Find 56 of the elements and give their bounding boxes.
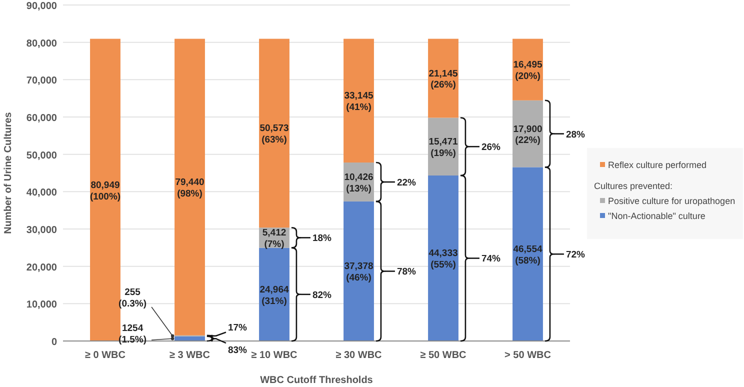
annotation: 22% — [396, 177, 417, 188]
data-label: 17,900 (22%) — [513, 124, 542, 146]
x-tick-label: > 50 WBC — [504, 350, 551, 361]
y-tick-label: 90,000 — [26, 1, 58, 12]
x-tick-label: ≥ 0 WBC — [85, 350, 126, 361]
y-axis-title: Number of Urine Cultures — [3, 112, 14, 234]
bar — [344, 201, 374, 341]
x-axis-title: WBC Cutoff Thresholds — [260, 375, 374, 386]
x-tick-label: ≥ 30 WBC — [336, 350, 382, 361]
x-tick-label: ≥ 50 WBC — [420, 350, 466, 361]
text: 83% — [228, 345, 248, 356]
annotation: 74% — [481, 254, 502, 265]
annotation: 17% — [228, 322, 248, 334]
legend-label: Positive culture for uropathogen — [608, 196, 736, 206]
annotation: 18% — [312, 233, 332, 244]
annotation: 72% — [566, 250, 586, 261]
x-tick-label: ≥ 10 WBC — [251, 350, 298, 361]
annotation: 82% — [312, 290, 332, 301]
y-tick-label: 20,000 — [26, 262, 58, 274]
data-label: 24,964 (31%) — [260, 284, 290, 307]
y-tick-label: 60,000 — [26, 113, 58, 124]
bar — [174, 38, 205, 336]
data-label: 21,145 (26%) — [428, 68, 458, 91]
y-tick-label: 80,000 — [26, 38, 58, 50]
bar — [428, 175, 458, 341]
y-tick-label: 70,000 — [26, 76, 58, 87]
data-label: 37,378 (46%) — [344, 261, 374, 284]
data-label: 79,440 (98%) — [175, 177, 204, 200]
legend-label: Reflex culture performed — [608, 160, 707, 170]
data-label: 10,426 (13%) — [344, 172, 374, 194]
data-label: 15,471 (19%) — [428, 136, 458, 160]
data-label: 5,412 (7%) — [262, 228, 286, 250]
data-label: 1254 (1.5%) — [118, 323, 147, 346]
x-tick-label: ≥ 3 WBC — [170, 350, 210, 361]
y-tick-label: 50,000 — [26, 150, 58, 162]
data-label: 33,145 (41%) — [344, 90, 374, 114]
data-label: 46,554 (58%) — [513, 244, 543, 266]
bar — [259, 248, 290, 341]
bar — [512, 167, 543, 341]
annotation: 28% — [566, 129, 586, 140]
data-label: 44,333 (55%) — [428, 248, 458, 271]
bar — [428, 38, 458, 118]
legend-title: Cultures prevented: — [594, 181, 673, 191]
bar — [90, 38, 120, 341]
bar — [259, 38, 290, 228]
data-label: 16,495 (20%) — [513, 60, 543, 82]
y-tick-label: 40,000 — [26, 188, 58, 199]
data-label: 50,573 (63%) — [260, 123, 289, 146]
y-tick-label: 0 — [51, 337, 58, 348]
y-tick-label: 30,000 — [26, 225, 58, 236]
data-label: 80,949 (100%) — [90, 180, 121, 202]
legend-label: "Non-Actionable" culture — [608, 211, 706, 221]
annotation: 26% — [481, 142, 502, 154]
annotation: 78% — [396, 266, 417, 278]
bar — [344, 38, 374, 163]
y-tick-label: 10,000 — [26, 300, 58, 311]
